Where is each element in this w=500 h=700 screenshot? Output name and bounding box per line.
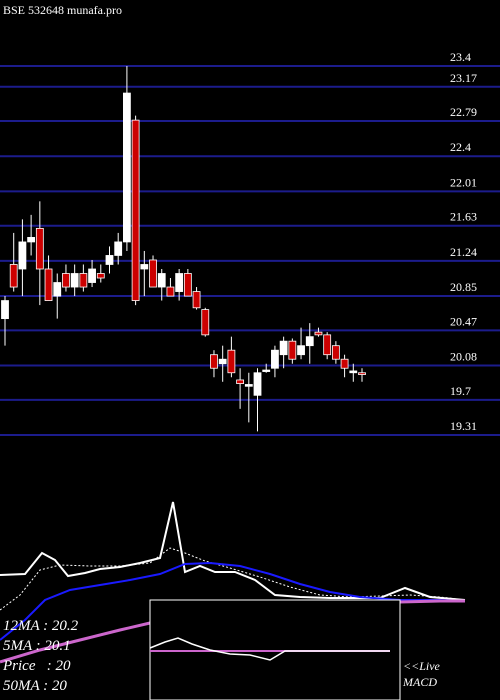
candle-body <box>331 345 340 360</box>
chart-title: BSE 532648 munafa.pro <box>3 3 122 17</box>
y-tick-label: 21.63 <box>450 210 477 224</box>
annotation: <<Live <box>403 659 441 673</box>
y-tick-label: 23.17 <box>450 71 477 85</box>
y-tick-label: 19.31 <box>450 419 477 433</box>
candle-body <box>88 268 96 283</box>
candle-body <box>288 340 297 360</box>
candle-body <box>27 237 36 243</box>
candle-body <box>244 384 253 387</box>
candle-body <box>1 300 9 320</box>
ma5-line <box>0 547 466 611</box>
annotation: 5MA : 20.1 <box>3 638 71 654</box>
candle-body <box>96 273 105 279</box>
y-tick-label: 22.79 <box>450 105 477 119</box>
candle-body <box>323 334 332 356</box>
candle-body <box>123 92 131 243</box>
candle-body <box>166 286 175 297</box>
candle-body <box>271 349 279 369</box>
candle-body <box>358 372 366 375</box>
candle-body <box>201 309 210 336</box>
annotation: 12MA : 20.2 <box>3 618 79 634</box>
y-tick-label: 21.24 <box>450 245 477 259</box>
candle-body <box>35 227 44 270</box>
annotation: MACD <box>402 675 437 689</box>
candle-body <box>140 264 149 270</box>
annotation: 50MA : 20 <box>3 678 67 694</box>
y-tick-label: 22.01 <box>450 175 477 189</box>
candle-body <box>314 331 323 336</box>
candle-body <box>53 282 62 297</box>
price-line <box>0 501 466 601</box>
candle-body <box>9 264 18 288</box>
candle-body <box>105 255 114 265</box>
y-tick-label: 20.47 <box>450 314 477 328</box>
candle-body <box>192 291 201 309</box>
candle-body <box>114 241 123 256</box>
candle-body <box>210 354 218 369</box>
candle-body <box>131 119 140 301</box>
y-tick-label: 23.4 <box>450 50 471 64</box>
ma12-line <box>0 561 466 641</box>
y-tick-label: 20.08 <box>450 350 477 364</box>
candle-body <box>279 340 288 356</box>
candle-body <box>18 241 27 270</box>
candle-body <box>236 379 244 384</box>
candle-body <box>79 273 88 288</box>
candle-body <box>262 369 271 372</box>
candle-body <box>340 358 349 369</box>
y-tick-label: 22.4 <box>450 140 471 154</box>
candle-body <box>305 336 314 347</box>
candle-body <box>218 358 227 365</box>
candle-body <box>349 370 358 374</box>
candle-body <box>62 273 70 288</box>
y-tick-label: 20.85 <box>450 280 477 294</box>
candle-body <box>70 273 79 288</box>
candle-body <box>227 349 236 374</box>
candle-body <box>253 372 262 396</box>
candle-body <box>44 268 53 301</box>
candle-body <box>149 259 157 288</box>
annotation: Price : 20 <box>2 658 71 674</box>
macd-line <box>149 637 390 661</box>
candle-body <box>175 273 184 292</box>
candle-body <box>157 273 166 288</box>
candle-body <box>297 345 305 356</box>
indicator-panel <box>0 501 466 700</box>
y-tick-label: 19.7 <box>450 384 471 398</box>
candle-body <box>183 273 192 297</box>
